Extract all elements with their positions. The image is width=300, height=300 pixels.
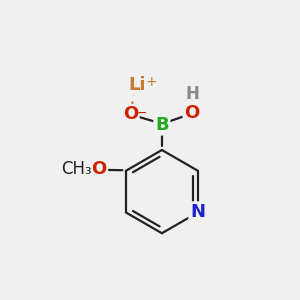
Text: H: H (185, 85, 199, 103)
Text: CH₃: CH₃ (61, 160, 92, 178)
Text: O: O (123, 105, 138, 123)
Text: N: N (190, 203, 206, 221)
Text: B: B (155, 116, 169, 134)
Text: −: − (137, 106, 147, 120)
Text: O: O (184, 104, 199, 122)
Text: Li: Li (128, 76, 146, 94)
Text: O: O (92, 160, 107, 178)
Text: +: + (145, 75, 157, 89)
